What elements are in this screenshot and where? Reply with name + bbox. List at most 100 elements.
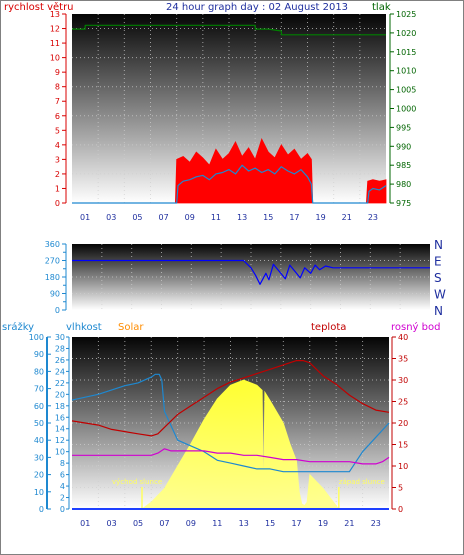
panel3-x-tick-label: 17 <box>291 519 301 528</box>
panel3-right-tick-label: 5 <box>398 484 403 493</box>
panel3-x-tick-label: 05 <box>133 519 143 528</box>
panel3-axis1-tick-label: 50 <box>34 419 44 428</box>
panel1-right-tick-label: 985 <box>396 161 411 170</box>
panel3-series-1-line <box>71 373 390 473</box>
chart-title: 24 hour graph day : 02 August 2013 <box>166 2 348 13</box>
panel2-compass-label: W <box>434 288 446 302</box>
panel1-x-tick-label: 17 <box>289 213 299 222</box>
panel3-axis1-tick-label: 80 <box>34 367 44 376</box>
panel1-x-tick-label: 03 <box>106 213 116 222</box>
panel1-right-tick-label: 1000 <box>396 105 416 114</box>
panel1-left-tick-label: 13 <box>50 10 60 19</box>
panel3-x-tick-label: 19 <box>318 519 328 528</box>
panel3-legend-2: Solar <box>118 322 144 333</box>
panel1-series-0-area <box>72 137 387 204</box>
panel3-annotation-label: východ slunce <box>112 478 162 486</box>
panel3-x-tick-label: 01 <box>80 519 90 528</box>
panel3-legend-4: rosný bod <box>391 321 440 333</box>
panel1-left-tick-label: 8 <box>55 83 60 92</box>
panel1-left-tick-label: 2 <box>55 170 60 179</box>
panel3-axis2-tick-label: 30 <box>55 333 65 342</box>
panel1-right-tick-label: 1010 <box>396 67 416 76</box>
panel3-axis2-tick-label: 16 <box>55 413 65 422</box>
panel3-annotation-label: západ slunce <box>339 478 385 486</box>
panel1-right-tick-label: 975 <box>396 199 411 208</box>
panel1-right-tick-label: 1020 <box>396 29 416 38</box>
panel2-series-0-line <box>72 259 430 285</box>
panel1-left-tick-label: 9 <box>55 68 60 77</box>
panel1-x-tick-label: 09 <box>185 213 195 222</box>
panel1-right-axis-title: tlak <box>372 2 391 13</box>
panel1-left-tick-label: 6 <box>55 112 60 121</box>
panel1-left-tick-label: 1 <box>55 184 60 193</box>
panel1-x-tick-label: 21 <box>342 213 352 222</box>
panel3-axis1-tick-label: 60 <box>34 402 44 411</box>
panel1-left-tick-label: 3 <box>55 155 60 164</box>
panel1-left-axis-title: rychlost větru <box>4 1 74 13</box>
panel3-right-tick-label: 15 <box>398 441 408 450</box>
panel1-left-tick-label: 10 <box>50 54 60 63</box>
panel3-axis2-tick-label: 2 <box>60 494 65 503</box>
panel1-x-tick-label: 23 <box>368 213 378 222</box>
panel1-series-2-line <box>72 24 386 36</box>
panel1-x-tick-label: 19 <box>315 213 325 222</box>
panel3-axis2-tick-label: 10 <box>55 448 65 457</box>
panel3-x-tick-label: 21 <box>344 519 354 528</box>
panel1-x-tick-label: 05 <box>132 213 142 222</box>
panel2-left-tick-label: 270 <box>45 257 60 266</box>
panel2-left-tick-label: 180 <box>45 273 60 282</box>
panel3-axis1-tick-label: 90 <box>34 350 44 359</box>
panel3-series-2-line <box>71 360 390 437</box>
panel1-right-tick-label: 980 <box>396 180 411 189</box>
panel1-right-tick-label: 995 <box>396 123 411 132</box>
panel3-x-tick-label: 15 <box>265 519 275 528</box>
panel1-left-tick-label: 7 <box>55 97 60 106</box>
panel1-x-tick-label: 13 <box>237 213 247 222</box>
panel2-left-tick-label: 360 <box>45 240 60 249</box>
panel1-left-tick-label: 0 <box>55 199 60 208</box>
panel1-x-tick-label: 07 <box>158 213 168 222</box>
panel2-compass-label: N <box>434 238 443 252</box>
panel3-axis2-tick-label: 14 <box>55 425 65 434</box>
panel3-axis1-tick-label: 20 <box>34 471 44 480</box>
panel3-axis2-tick-label: 0 <box>60 505 65 514</box>
panel3-right-tick-label: 30 <box>398 376 408 385</box>
panel1-right-tick-label: 1005 <box>396 86 416 95</box>
panel1-x-tick-label: 01 <box>80 213 90 222</box>
panel3-right-tick-label: 40 <box>398 333 408 342</box>
panel3-x-tick-label: 07 <box>159 519 169 528</box>
panel3-axis1-tick-label: 100 <box>29 333 44 342</box>
panel1-right-tick-label: 990 <box>396 142 411 151</box>
panel3-axis2-tick-label: 22 <box>55 379 65 388</box>
panel3-axis2-tick-label: 24 <box>55 367 65 376</box>
panel3-x-tick-label: 13 <box>239 519 249 528</box>
panel3-axis2-tick-label: 20 <box>55 390 65 399</box>
panel3-axis2-tick-label: 6 <box>60 471 65 480</box>
panel3-right-tick-label: 0 <box>398 505 403 514</box>
panel3-axis2-tick-label: 8 <box>60 459 65 468</box>
panel2-compass-label: S <box>434 271 442 285</box>
panel3-right-tick-label: 10 <box>398 462 408 471</box>
panel3-x-tick-label: 11 <box>212 519 222 528</box>
panel3-axis1-tick-label: 10 <box>34 488 44 497</box>
panel3-axis1-tick-label: 0 <box>39 505 44 514</box>
panel1-x-tick-label: 11 <box>211 213 221 222</box>
panel3-x-tick-label: 03 <box>107 519 117 528</box>
panel1-series-1-line <box>72 164 387 204</box>
panel2-left-tick-label: 0 <box>55 306 60 315</box>
panel3-axis2-tick-label: 26 <box>55 356 65 365</box>
panel1-left-tick-label: 4 <box>55 141 60 150</box>
panel3-right-tick-label: 20 <box>398 419 408 428</box>
panel3-x-tick-label: 09 <box>186 519 196 528</box>
panel3-axis1-tick-label: 30 <box>34 453 44 462</box>
panel3-axis2-tick-label: 4 <box>60 482 65 491</box>
panel3-axis2-tick-label: 18 <box>55 402 65 411</box>
panel3-legend-0: srážky <box>2 321 34 333</box>
panel1-left-tick-label: 11 <box>50 39 60 48</box>
panel2-left-tick-label: 90 <box>50 290 60 299</box>
panel3-axis1-tick-label: 40 <box>34 436 44 445</box>
panel2-compass-label: N <box>434 304 443 318</box>
panel3-axis2-tick-label: 28 <box>55 344 65 353</box>
